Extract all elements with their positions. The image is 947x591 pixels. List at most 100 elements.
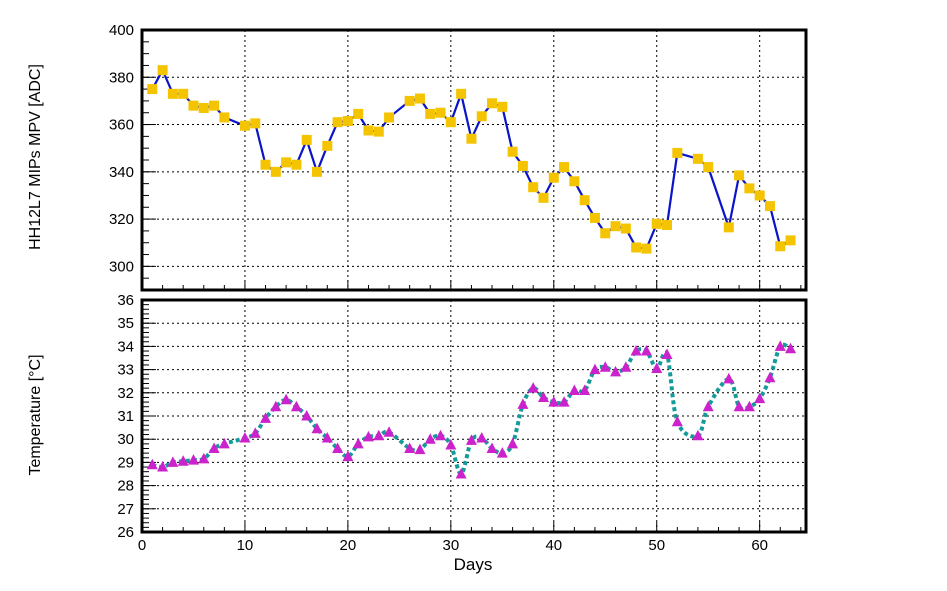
temperature-point — [445, 439, 457, 450]
y-tick-label: 27 — [117, 501, 134, 518]
temperature-point — [187, 454, 199, 465]
mpv-point — [631, 242, 642, 253]
mpv-point — [764, 201, 775, 212]
mpv-point — [167, 88, 178, 99]
temperature-point — [692, 429, 704, 441]
x-tick-label: 30 — [442, 537, 459, 554]
temperature-y-axis-label: Temperature [°C] — [27, 354, 44, 475]
temperature-point — [723, 372, 735, 384]
temperature-point — [507, 437, 519, 449]
mpv-point — [291, 159, 302, 170]
temperature-point — [774, 340, 786, 351]
temperature-point — [311, 422, 323, 434]
temperature-series-line — [151, 342, 792, 477]
mpv-frame — [140, 28, 808, 292]
mpv-point — [178, 88, 189, 99]
temperature-point — [290, 400, 302, 412]
mpv-point — [600, 228, 611, 239]
mpv-point — [219, 112, 230, 123]
temperature-point — [754, 392, 766, 404]
mpv-point — [404, 95, 415, 106]
temperature-point — [435, 429, 447, 441]
mpv-point — [734, 170, 745, 181]
mpv-point — [198, 103, 209, 113]
temperature-point — [785, 342, 797, 354]
temperature-point — [620, 361, 632, 372]
mpv-point — [754, 190, 765, 201]
temperature-point — [301, 410, 313, 421]
y-tick-label: 360 — [109, 117, 134, 134]
temperature-point — [733, 400, 745, 412]
temperature-point — [671, 415, 683, 427]
temperature-point — [476, 432, 488, 443]
temperature-point — [383, 426, 395, 437]
mpv-point — [270, 166, 281, 177]
temperature-point — [249, 427, 261, 438]
mpv-point — [569, 176, 580, 187]
mpv-point — [147, 84, 158, 95]
temperature-point — [548, 396, 560, 407]
y-tick-label: 36 — [117, 292, 134, 309]
temperature-grid — [142, 300, 806, 532]
temperature-series — [146, 340, 797, 479]
mpv-point — [487, 98, 498, 109]
mpv-point — [188, 100, 199, 111]
mpv-point — [322, 140, 333, 151]
mpv-point — [538, 192, 549, 203]
temperature-tick-labels: 0 10 20 30 40 50 60 26 27 28 29 30 31 32 33 34 35 36 — [117, 292, 768, 554]
temperature-point — [404, 442, 416, 453]
temperature-point — [332, 442, 344, 453]
temperature-point — [589, 363, 601, 375]
temperature-point — [342, 450, 354, 462]
mpv-point — [775, 241, 786, 252]
mpv-point — [342, 116, 353, 126]
mpv-point — [651, 218, 662, 229]
temperature-point — [362, 430, 374, 442]
mpv-point — [414, 93, 425, 104]
temperature-point — [270, 400, 282, 412]
mpv-point — [384, 112, 395, 123]
mpv-point — [548, 172, 559, 183]
mpv-point — [157, 65, 168, 76]
temperature-point — [599, 361, 611, 372]
y-tick-label: 380 — [109, 69, 134, 86]
y-tick-label: 29 — [117, 454, 134, 471]
mpv-point — [456, 88, 467, 99]
mpv-point — [373, 126, 384, 137]
y-tick-label: 33 — [117, 362, 134, 379]
y-tick-label: 32 — [117, 385, 134, 402]
mpv-point — [692, 153, 703, 164]
mpv-point — [641, 243, 652, 254]
temperature-point — [764, 371, 776, 383]
mpv-point — [332, 117, 343, 128]
temperature-point — [579, 384, 591, 395]
temperature-point — [537, 391, 549, 402]
mpv-panel: 300 320 340 360 380 400 HH12L7 MIPs MPV [ADC] — [27, 22, 808, 292]
temperature-frame — [140, 298, 808, 534]
y-tick-label: 340 — [109, 164, 134, 181]
mpv-point — [662, 220, 673, 230]
mpv-tick-labels: 300 320 340 360 380 400 — [109, 22, 134, 275]
mpv-point — [672, 147, 683, 158]
mpv-point — [435, 107, 446, 118]
mpv-point — [476, 111, 487, 122]
mpv-point — [445, 117, 456, 128]
y-tick-label: 300 — [109, 258, 134, 275]
temperature-point — [424, 433, 436, 444]
temperature-point — [239, 432, 251, 443]
temperature-point — [146, 458, 158, 470]
temperature-point — [465, 434, 477, 445]
y-tick-label: 26 — [117, 524, 134, 541]
temperature-point — [640, 345, 652, 356]
mpv-point — [559, 162, 570, 173]
temperature-point — [651, 362, 663, 373]
temperature-point — [568, 384, 580, 395]
temperature-point — [352, 437, 364, 449]
x-tick-label: 20 — [340, 537, 357, 554]
mpv-y-axis-label: HH12L7 MIPs MPV [ADC] — [27, 64, 44, 250]
temperature-point — [414, 443, 426, 455]
temperature-point — [373, 429, 385, 441]
mpv-point — [703, 162, 714, 173]
mpv-point — [497, 101, 508, 112]
